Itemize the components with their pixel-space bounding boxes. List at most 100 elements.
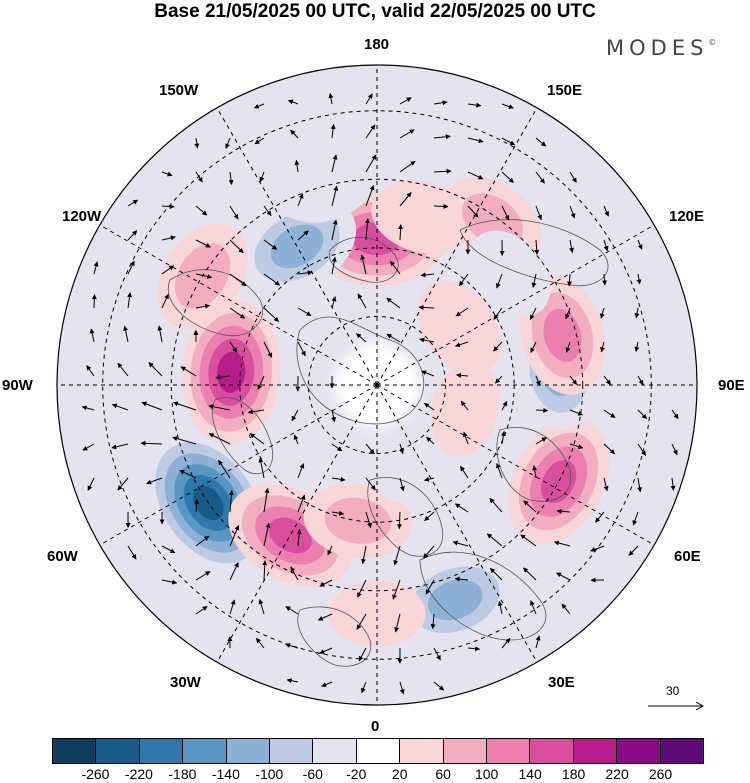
wind-vector [523, 500, 537, 513]
wind-vector [331, 409, 337, 423]
wind-vector [467, 137, 484, 144]
colorbar-swatch [443, 739, 488, 763]
colorbar-tick-label: 60 [435, 766, 451, 782]
colorbar-tick-label: 180 [561, 766, 586, 782]
wind-vector [195, 535, 210, 547]
wind-vector [569, 205, 576, 219]
wind-vector [195, 239, 211, 248]
wind-vector [603, 443, 616, 455]
wind-vector [194, 498, 200, 513]
wind-vector [111, 403, 129, 411]
wind-vector [501, 171, 514, 183]
wind-vector [433, 203, 449, 209]
wind-vector [331, 256, 337, 275]
wind-vector [421, 370, 435, 377]
wind-vector [394, 613, 401, 633]
wind-vector [433, 100, 448, 106]
wind-vector [637, 477, 643, 493]
wind-vector [297, 193, 304, 207]
wind-vector [361, 681, 367, 694]
wind-vector [386, 297, 401, 309]
wind-vector [569, 171, 577, 183]
wind-vector [365, 124, 376, 139]
wind-vector [195, 171, 203, 183]
wind-vector [229, 239, 244, 254]
wind-vector [86, 365, 95, 377]
wind-vector [398, 224, 404, 241]
wind-vector [161, 171, 173, 177]
wind-vector [501, 205, 510, 221]
wind-vector [637, 239, 643, 250]
wind-vector [218, 459, 231, 479]
wind-vector [148, 362, 163, 377]
wind-vector [535, 171, 545, 184]
colorbar-swatch [96, 739, 140, 763]
colorbar-swatch [487, 739, 531, 763]
wind-vector [361, 545, 367, 565]
wind-vector [423, 545, 435, 559]
colorbar-tick-label: -260 [81, 766, 110, 782]
wind-vector [229, 205, 239, 220]
wind-vector [420, 272, 435, 278]
wind-vector [263, 273, 281, 286]
colorbar-tick-label: -60 [302, 766, 323, 782]
colorbar-swatch [400, 739, 444, 763]
wind-vector [497, 600, 503, 615]
colorbar-swatch [617, 739, 661, 763]
colorbar-ticks: -260 -220 -180 -140 -100 -60 -20 20 60 100 140 180 2… [52, 766, 704, 783]
colorbar [52, 738, 704, 764]
wind-vector [229, 599, 236, 615]
colorbar-swatch [573, 739, 618, 763]
lon-label-90w: 90W [2, 377, 33, 394]
wind-vector [254, 137, 265, 145]
wind-vector [500, 430, 506, 445]
wind-vector [595, 511, 605, 523]
lon-label-120w: 120W [62, 208, 102, 225]
wind-vector [195, 273, 213, 279]
wind-vector [399, 97, 412, 105]
wind-vector [228, 490, 234, 513]
lon-label-150w: 150W [159, 82, 199, 99]
colorbar-tick-label: -140 [211, 766, 240, 782]
wind-vector [399, 443, 404, 455]
meridian-line [376, 107, 538, 386]
wind-vector [208, 404, 231, 411]
wind-vector [430, 613, 436, 630]
wind-vector [290, 566, 299, 581]
wind-vector [531, 273, 537, 288]
wind-vector [501, 103, 514, 109]
wind-vector [127, 292, 133, 309]
wind-vector [634, 341, 640, 353]
wind-vector [424, 476, 435, 482]
wind-vector [259, 171, 265, 183]
wind-vector [127, 199, 139, 207]
wind-vector [229, 273, 247, 287]
latitude-circle [307, 315, 447, 455]
meridian-line [376, 384, 655, 546]
colorbar-swatch [226, 739, 271, 763]
wind-vector [291, 409, 299, 422]
wind-vector [328, 92, 334, 105]
anomaly-contour [469, 230, 551, 317]
wind-vector [495, 273, 503, 289]
wind-vector [161, 265, 175, 275]
wind-vector [228, 171, 234, 186]
wind-vector [229, 562, 239, 581]
wind-vector [127, 230, 138, 241]
wind-vector [460, 465, 469, 479]
colorbar-swatch [313, 739, 357, 763]
wind-vector [290, 129, 299, 139]
colorbar-swatch [530, 739, 574, 763]
reference-arrow-icon [648, 701, 705, 711]
wind-vector [358, 647, 367, 662]
wind-vector [530, 341, 537, 353]
wind-vector [486, 533, 503, 547]
colorbar-tick-label: 140 [518, 766, 542, 782]
wind-vector [161, 235, 176, 241]
wind-vector [489, 567, 503, 581]
wind-vector [569, 443, 584, 450]
colorbar-tick-label: 260 [648, 766, 673, 782]
wind-vector [123, 325, 129, 343]
meridian-line [376, 384, 538, 663]
wind-vector [127, 260, 135, 275]
